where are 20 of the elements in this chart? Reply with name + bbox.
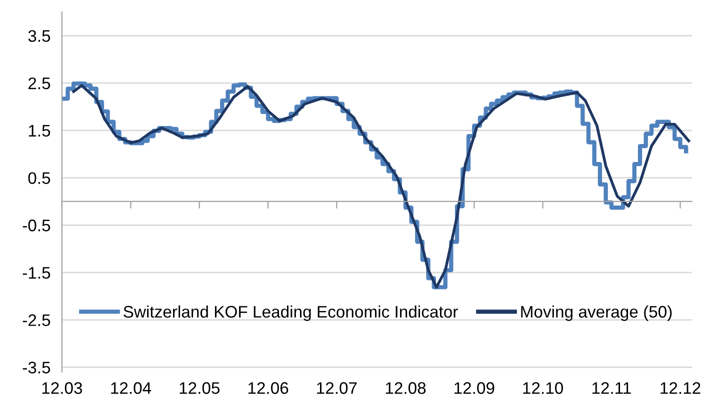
y-tick-label: 2.5	[28, 77, 50, 90]
x-tick-label: 12.05	[180, 382, 220, 394]
y-tick-label: -3.5	[22, 362, 50, 374]
y-tick-label: -2.5	[22, 314, 50, 326]
y-tick-label: 0.5	[28, 172, 50, 184]
legend-label: Switzerland KOF Leading Economic Indicator	[124, 305, 458, 321]
x-tick-label: 12.08	[386, 382, 426, 394]
x-tick-label: 12.09	[454, 382, 494, 394]
x-tick-label: 12.10	[523, 382, 563, 394]
y-tick-label: 3.5	[28, 30, 50, 42]
x-tick-label: 12.07	[317, 382, 357, 394]
x-tick-label: 12.12	[660, 382, 700, 394]
y-tick-label: -1.5	[22, 267, 50, 279]
x-tick-label: 12.06	[248, 382, 288, 394]
x-tick-label: 12.11	[592, 382, 631, 394]
y-tick-label: -0.5	[22, 220, 50, 232]
y-tick-label: 1.5	[28, 124, 50, 137]
legend-label: Moving average (50)	[521, 305, 672, 321]
x-tick-label: 12.04	[111, 382, 152, 394]
x-tick-label: 12.03	[42, 382, 82, 394]
